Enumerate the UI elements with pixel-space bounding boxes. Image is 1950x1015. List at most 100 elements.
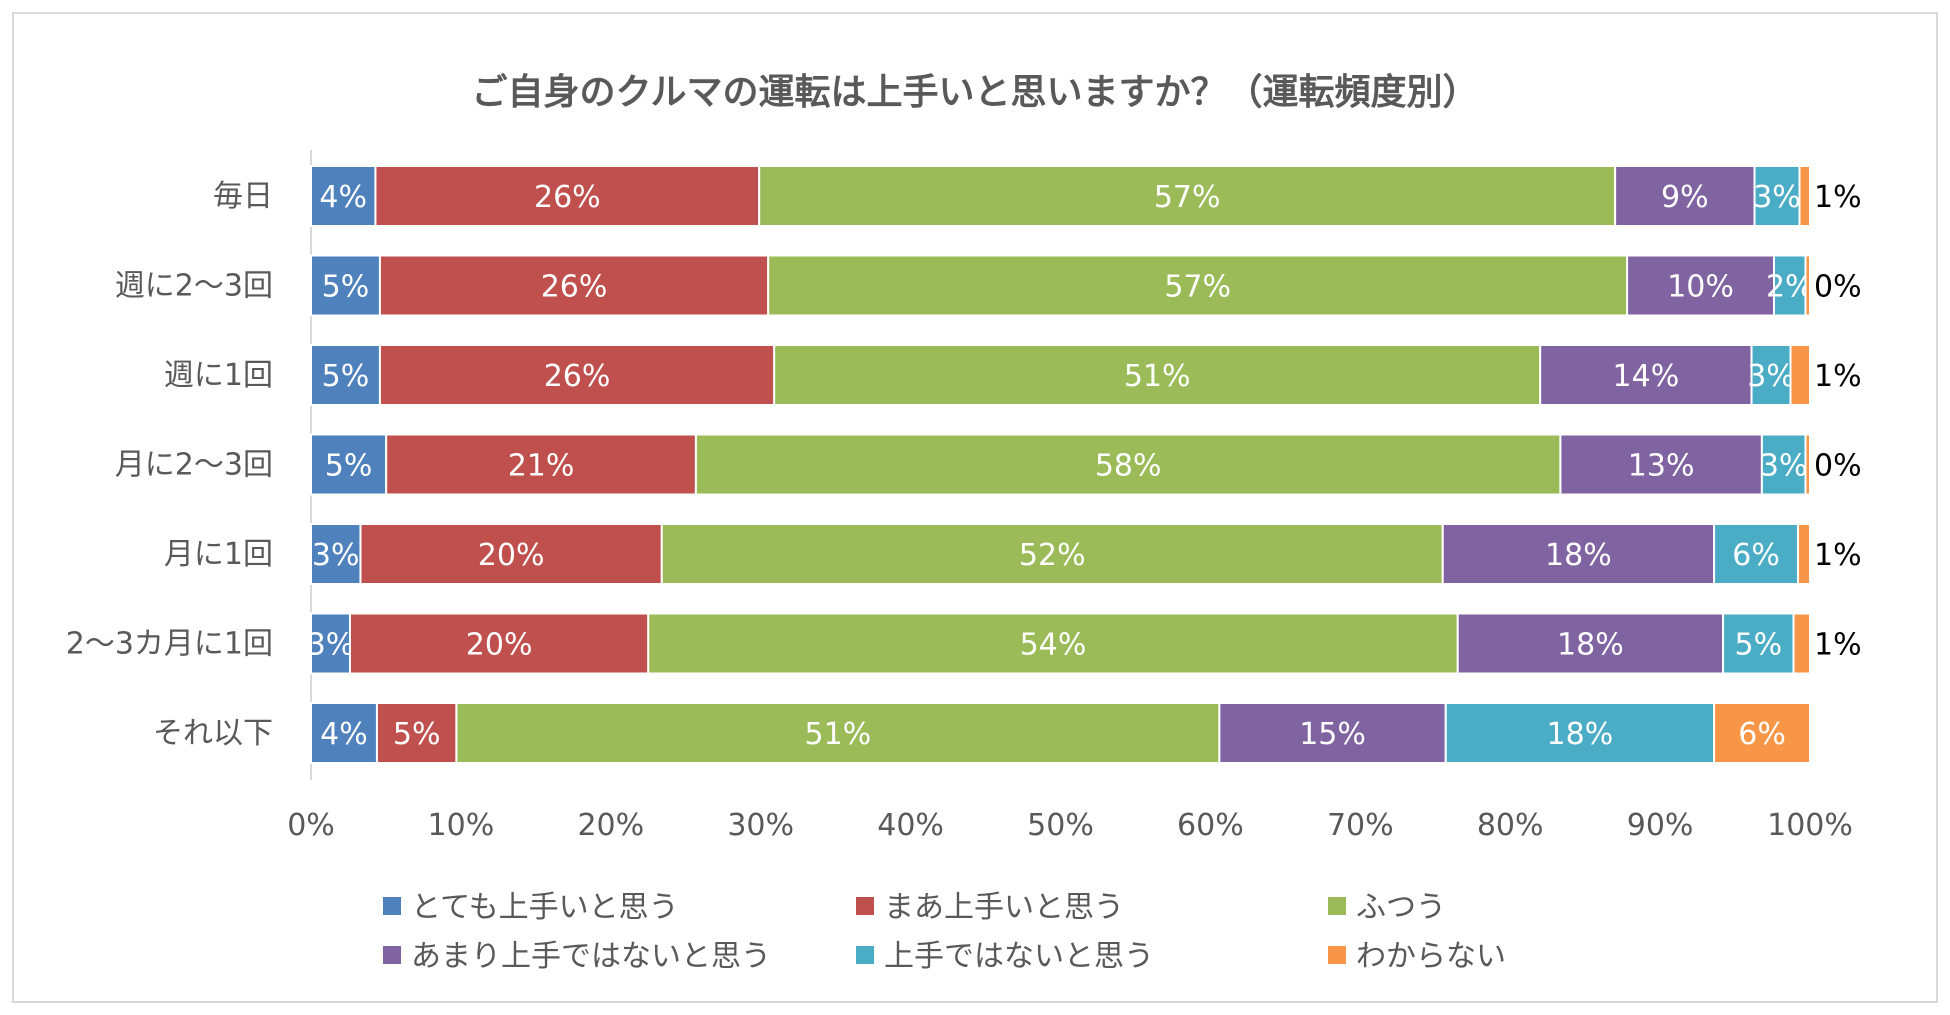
data-label: 57% bbox=[1164, 270, 1231, 305]
data-label: 21% bbox=[508, 449, 575, 484]
data-label: 26% bbox=[544, 359, 611, 394]
data-label: 6% bbox=[1738, 717, 1786, 752]
bar-segment bbox=[1789, 344, 1811, 406]
data-label: 9% bbox=[1661, 180, 1709, 215]
data-label: 52% bbox=[1019, 538, 1086, 573]
data-label: 18% bbox=[1547, 717, 1614, 752]
legend-swatch bbox=[383, 946, 401, 964]
bar-segment bbox=[1444, 702, 1716, 764]
x-tick-label: 40% bbox=[877, 808, 944, 843]
bar-segment bbox=[1798, 165, 1811, 227]
data-label: 26% bbox=[534, 180, 601, 215]
chart-title: ご自身のクルマの運転は上手いと思いますか？（運転頻度別） bbox=[472, 72, 1479, 113]
legend-label: 上手ではないと思う bbox=[884, 939, 1154, 974]
bar-segment bbox=[348, 612, 650, 675]
legend-label: わからない bbox=[1356, 939, 1506, 974]
bar-segment bbox=[1626, 254, 1776, 317]
bar-segment bbox=[660, 523, 1444, 585]
plot-area: 0% 10% 20% 30% 40% 50% 60% 70% 80% 90% 100% 毎日 4% 26%… bbox=[66, 150, 1862, 843]
data-label: 10% bbox=[1667, 270, 1734, 305]
category-label: 毎日 bbox=[213, 179, 273, 214]
bar-segment bbox=[374, 165, 761, 227]
bar-segment bbox=[1804, 433, 1812, 496]
bar-segment bbox=[1760, 433, 1807, 496]
bar-segment bbox=[647, 612, 1459, 675]
legend-label: まあ上手いと思う bbox=[884, 890, 1124, 925]
data-label: 4% bbox=[319, 180, 367, 215]
bar-segment bbox=[310, 165, 377, 227]
data-label: 6% bbox=[1732, 538, 1780, 573]
category-label: 2〜3カ月に1回 bbox=[66, 627, 273, 662]
bar-segment bbox=[1773, 254, 1807, 317]
data-label: 3% bbox=[312, 538, 360, 573]
data-label: 1% bbox=[1814, 359, 1862, 394]
x-tick-label: 10% bbox=[428, 808, 495, 843]
bar-segment bbox=[1713, 702, 1811, 764]
data-label: 1% bbox=[1814, 538, 1862, 573]
data-label: 18% bbox=[1545, 538, 1612, 573]
bar-segment bbox=[694, 433, 1562, 496]
data-label: 58% bbox=[1095, 449, 1162, 484]
legend-swatch bbox=[383, 897, 401, 915]
data-label: 14% bbox=[1613, 359, 1680, 394]
bar-segment bbox=[773, 344, 1542, 406]
x-tick-label: 70% bbox=[1327, 808, 1394, 843]
legend-swatch bbox=[856, 946, 874, 964]
bar-segment bbox=[385, 433, 697, 496]
data-label: 18% bbox=[1557, 628, 1624, 663]
data-label: 5% bbox=[322, 359, 370, 394]
legend-swatch bbox=[1328, 946, 1346, 964]
data-label: 20% bbox=[466, 628, 533, 663]
data-label: 3% bbox=[1760, 449, 1808, 484]
bar-segment bbox=[310, 344, 381, 406]
data-label: 3% bbox=[1753, 180, 1801, 215]
data-label: 15% bbox=[1299, 717, 1366, 752]
bar-segment bbox=[310, 523, 362, 585]
x-tick-label: 80% bbox=[1477, 808, 1544, 843]
category-label: それ以下 bbox=[153, 716, 273, 751]
category-label: 週に2〜3回 bbox=[115, 269, 273, 304]
x-tick-label: 20% bbox=[577, 808, 644, 843]
bar-segment bbox=[1218, 702, 1447, 764]
data-label: 51% bbox=[805, 717, 872, 752]
bar-segment bbox=[310, 612, 351, 675]
legend-swatch bbox=[1328, 897, 1346, 915]
bar-segment bbox=[1792, 612, 1811, 675]
data-label: 4% bbox=[320, 717, 368, 752]
data-label: 5% bbox=[1734, 628, 1782, 663]
bar-segment bbox=[1804, 254, 1812, 317]
bar-segment bbox=[767, 254, 1629, 317]
data-label: 3% bbox=[307, 628, 355, 663]
x-tick-label: 50% bbox=[1027, 808, 1094, 843]
x-tick-label: 100% bbox=[1767, 808, 1853, 843]
category-label: 月に1回 bbox=[164, 537, 273, 572]
data-label: 1% bbox=[1814, 180, 1862, 215]
data-label: 20% bbox=[478, 538, 545, 573]
legend-swatch bbox=[856, 897, 874, 915]
data-label: 26% bbox=[541, 270, 608, 305]
x-tick-label: 90% bbox=[1627, 808, 1694, 843]
data-label: 5% bbox=[322, 270, 370, 305]
bar-segment bbox=[455, 702, 1221, 764]
data-label: 5% bbox=[325, 449, 373, 484]
bar-segment bbox=[378, 344, 776, 406]
data-label: 1% bbox=[1814, 628, 1862, 663]
bar-segment bbox=[1559, 433, 1763, 496]
legend-label: ふつう bbox=[1356, 890, 1446, 925]
legend-label: あまり上手ではないと思う bbox=[411, 939, 771, 974]
legend-label: とても上手いと思う bbox=[411, 890, 679, 925]
data-label: 51% bbox=[1124, 359, 1191, 394]
data-label: 54% bbox=[1020, 628, 1087, 663]
data-label: 5% bbox=[393, 717, 441, 752]
bar-segment bbox=[1441, 523, 1716, 585]
category-label: 月に2〜3回 bbox=[115, 448, 273, 483]
x-tick-label: 0% bbox=[287, 808, 335, 843]
data-label: 57% bbox=[1154, 180, 1221, 215]
data-label: 0% bbox=[1814, 449, 1862, 484]
data-label: 13% bbox=[1628, 449, 1695, 484]
x-tick-label: 60% bbox=[1177, 808, 1244, 843]
data-label: 0% bbox=[1814, 270, 1862, 305]
x-tick-label: 30% bbox=[727, 808, 794, 843]
